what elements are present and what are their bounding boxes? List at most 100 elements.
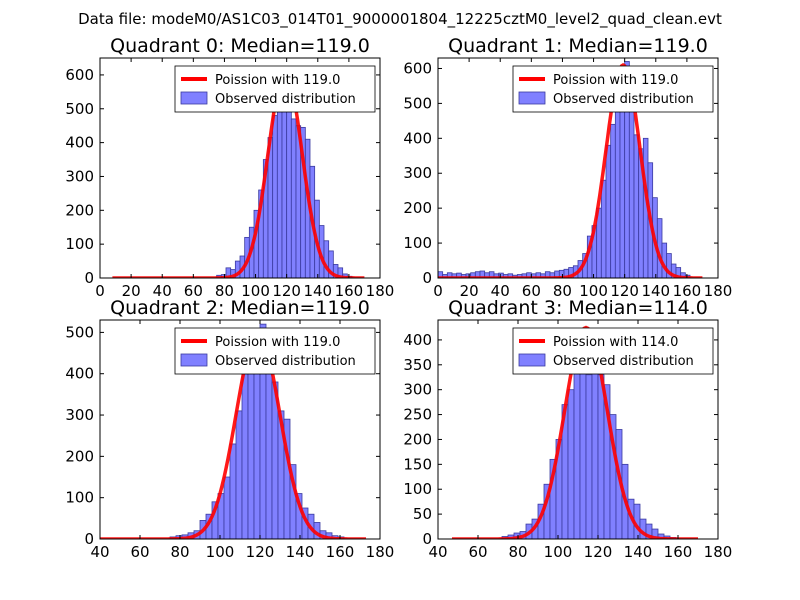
x-tick-label: 120 bbox=[584, 543, 613, 561]
histogram-bar bbox=[614, 106, 621, 278]
histogram-bar bbox=[247, 348, 255, 539]
axes-frame bbox=[437, 57, 719, 279]
chart-panel-2: Quadrant 2: Median=119.0 40 60 80 100 120 140 1… bbox=[65, 297, 394, 561]
legend-box bbox=[512, 65, 714, 113]
y-tick-label: 50 bbox=[413, 505, 432, 523]
y-tick-label: 0 bbox=[84, 530, 94, 548]
histogram-bar bbox=[286, 88, 292, 278]
histogram-bar bbox=[610, 123, 616, 278]
x-tick-label: 0 bbox=[433, 282, 443, 300]
x-tick-label: 140 bbox=[286, 543, 315, 561]
y-tick-label: 150 bbox=[403, 455, 432, 473]
legend-bar-swatch bbox=[518, 91, 546, 105]
poisson-curve bbox=[438, 62, 703, 278]
histogram-bar bbox=[337, 267, 344, 278]
legend-bar-swatch bbox=[180, 91, 208, 105]
y-tick-label: 0 bbox=[422, 530, 432, 548]
y-tick-label: 500 bbox=[403, 94, 432, 112]
x-tick-label: 80 bbox=[553, 282, 572, 300]
legend-bar-swatch bbox=[518, 353, 546, 367]
panel-title: Quadrant 2: Median=119.0 bbox=[110, 297, 370, 319]
x-tick-label: 140 bbox=[624, 543, 653, 561]
x-tick-label: 40 bbox=[90, 543, 109, 561]
chart-panel-0: Quadrant 0: Median=119.00 20 40 60 80 100 120 1… bbox=[65, 35, 394, 300]
x-tick-label: 160 bbox=[335, 282, 364, 300]
y-tick-label: 0 bbox=[84, 269, 94, 287]
axes-frame bbox=[437, 319, 719, 540]
x-tick-label: 120 bbox=[246, 543, 275, 561]
y-tick-label: 600 bbox=[65, 66, 94, 84]
y-tick-label: 500 bbox=[65, 100, 94, 118]
histogram-bar bbox=[272, 115, 278, 278]
histogram-bar bbox=[633, 134, 640, 278]
y-tick-label: 500 bbox=[65, 323, 94, 341]
histogram-bars bbox=[438, 61, 691, 278]
y-tick-label: 300 bbox=[65, 406, 94, 424]
chart-panel-3: Quadrant 3: Median=114.0 40 60 80 100 120 140 1… bbox=[403, 297, 732, 561]
y-tick-label: 200 bbox=[65, 201, 94, 219]
x-tick-label: 100 bbox=[241, 282, 270, 300]
legend-box bbox=[512, 327, 714, 375]
x-tick-label: 140 bbox=[641, 282, 670, 300]
y-tick-label: 200 bbox=[65, 447, 94, 465]
axes-frame bbox=[99, 319, 381, 540]
histogram-bar bbox=[567, 389, 575, 539]
x-tick-label: 160 bbox=[673, 282, 702, 300]
x-tick-label: 160 bbox=[664, 543, 693, 561]
y-tick-label: 600 bbox=[403, 59, 432, 77]
y-tick-label: 250 bbox=[403, 406, 432, 424]
histogram-bar bbox=[229, 443, 237, 539]
x-tick-label: 140 bbox=[303, 282, 332, 300]
y-tick-label: 100 bbox=[65, 235, 94, 253]
histogram-bar bbox=[253, 360, 261, 539]
x-tick-label: 60 bbox=[468, 543, 487, 561]
legend: Poission with 119.0 Observed distribution bbox=[174, 65, 376, 113]
x-tick-label: 100 bbox=[579, 282, 608, 300]
y-tick-label: 400 bbox=[65, 134, 94, 152]
legend-bar-swatch bbox=[180, 353, 208, 367]
x-tick-label: 80 bbox=[508, 543, 527, 561]
poisson-curve bbox=[112, 69, 365, 278]
panel-title: Quadrant 0: Median=119.0 bbox=[110, 35, 370, 57]
axes-frame bbox=[99, 57, 381, 279]
legend-bar-label: Observed distribution bbox=[553, 92, 694, 107]
panel-title: Quadrant 1: Median=119.0 bbox=[448, 35, 708, 57]
x-tick-label: 0 bbox=[95, 282, 105, 300]
x-tick-label: 120 bbox=[272, 282, 301, 300]
histogram-bars bbox=[501, 329, 677, 539]
legend-box bbox=[174, 65, 376, 113]
x-tick-label: 180 bbox=[366, 282, 395, 300]
y-tick-label: 100 bbox=[403, 234, 432, 252]
legend-curve-label: Poission with 119.0 bbox=[215, 73, 340, 88]
y-tick-label: 300 bbox=[403, 164, 432, 182]
histogram-bar bbox=[223, 476, 231, 539]
legend-bar-label: Observed distribution bbox=[215, 354, 356, 369]
histogram-bar bbox=[628, 96, 635, 278]
x-tick-label: 60 bbox=[130, 543, 149, 561]
histogram-bar bbox=[241, 373, 249, 539]
y-tick-label: 200 bbox=[403, 430, 432, 448]
x-tick-label: 100 bbox=[544, 543, 573, 561]
x-tick-label: 120 bbox=[610, 282, 639, 300]
histogram-bar bbox=[276, 101, 283, 278]
histogram-bar bbox=[323, 240, 330, 278]
x-tick-label: 100 bbox=[206, 543, 235, 561]
y-tick-label: 350 bbox=[403, 356, 432, 374]
histogram-bar bbox=[600, 179, 607, 278]
legend: Poission with 119.0 Observed distribution bbox=[174, 327, 376, 375]
legend-curve-label: Poission with 119.0 bbox=[553, 73, 678, 88]
chart-panel-1: Quadrant 1: Median=119.00 20 40 60 80 100 120 1… bbox=[403, 35, 732, 300]
y-tick-label: 300 bbox=[403, 381, 432, 399]
histogram-bar bbox=[585, 374, 593, 539]
legend-curve-label: Poission with 114.0 bbox=[553, 335, 678, 350]
y-tick-label: 400 bbox=[403, 129, 432, 147]
x-tick-label: 180 bbox=[704, 282, 733, 300]
legend-bar-label: Observed distribution bbox=[553, 354, 694, 369]
legend: Poission with 114.0 Observed distribution bbox=[512, 327, 714, 375]
histogram-bar bbox=[597, 374, 605, 539]
x-tick-label: 180 bbox=[704, 543, 733, 561]
histogram-bar bbox=[265, 373, 273, 539]
y-tick-label: 400 bbox=[65, 365, 94, 383]
histogram-bar bbox=[573, 349, 581, 539]
